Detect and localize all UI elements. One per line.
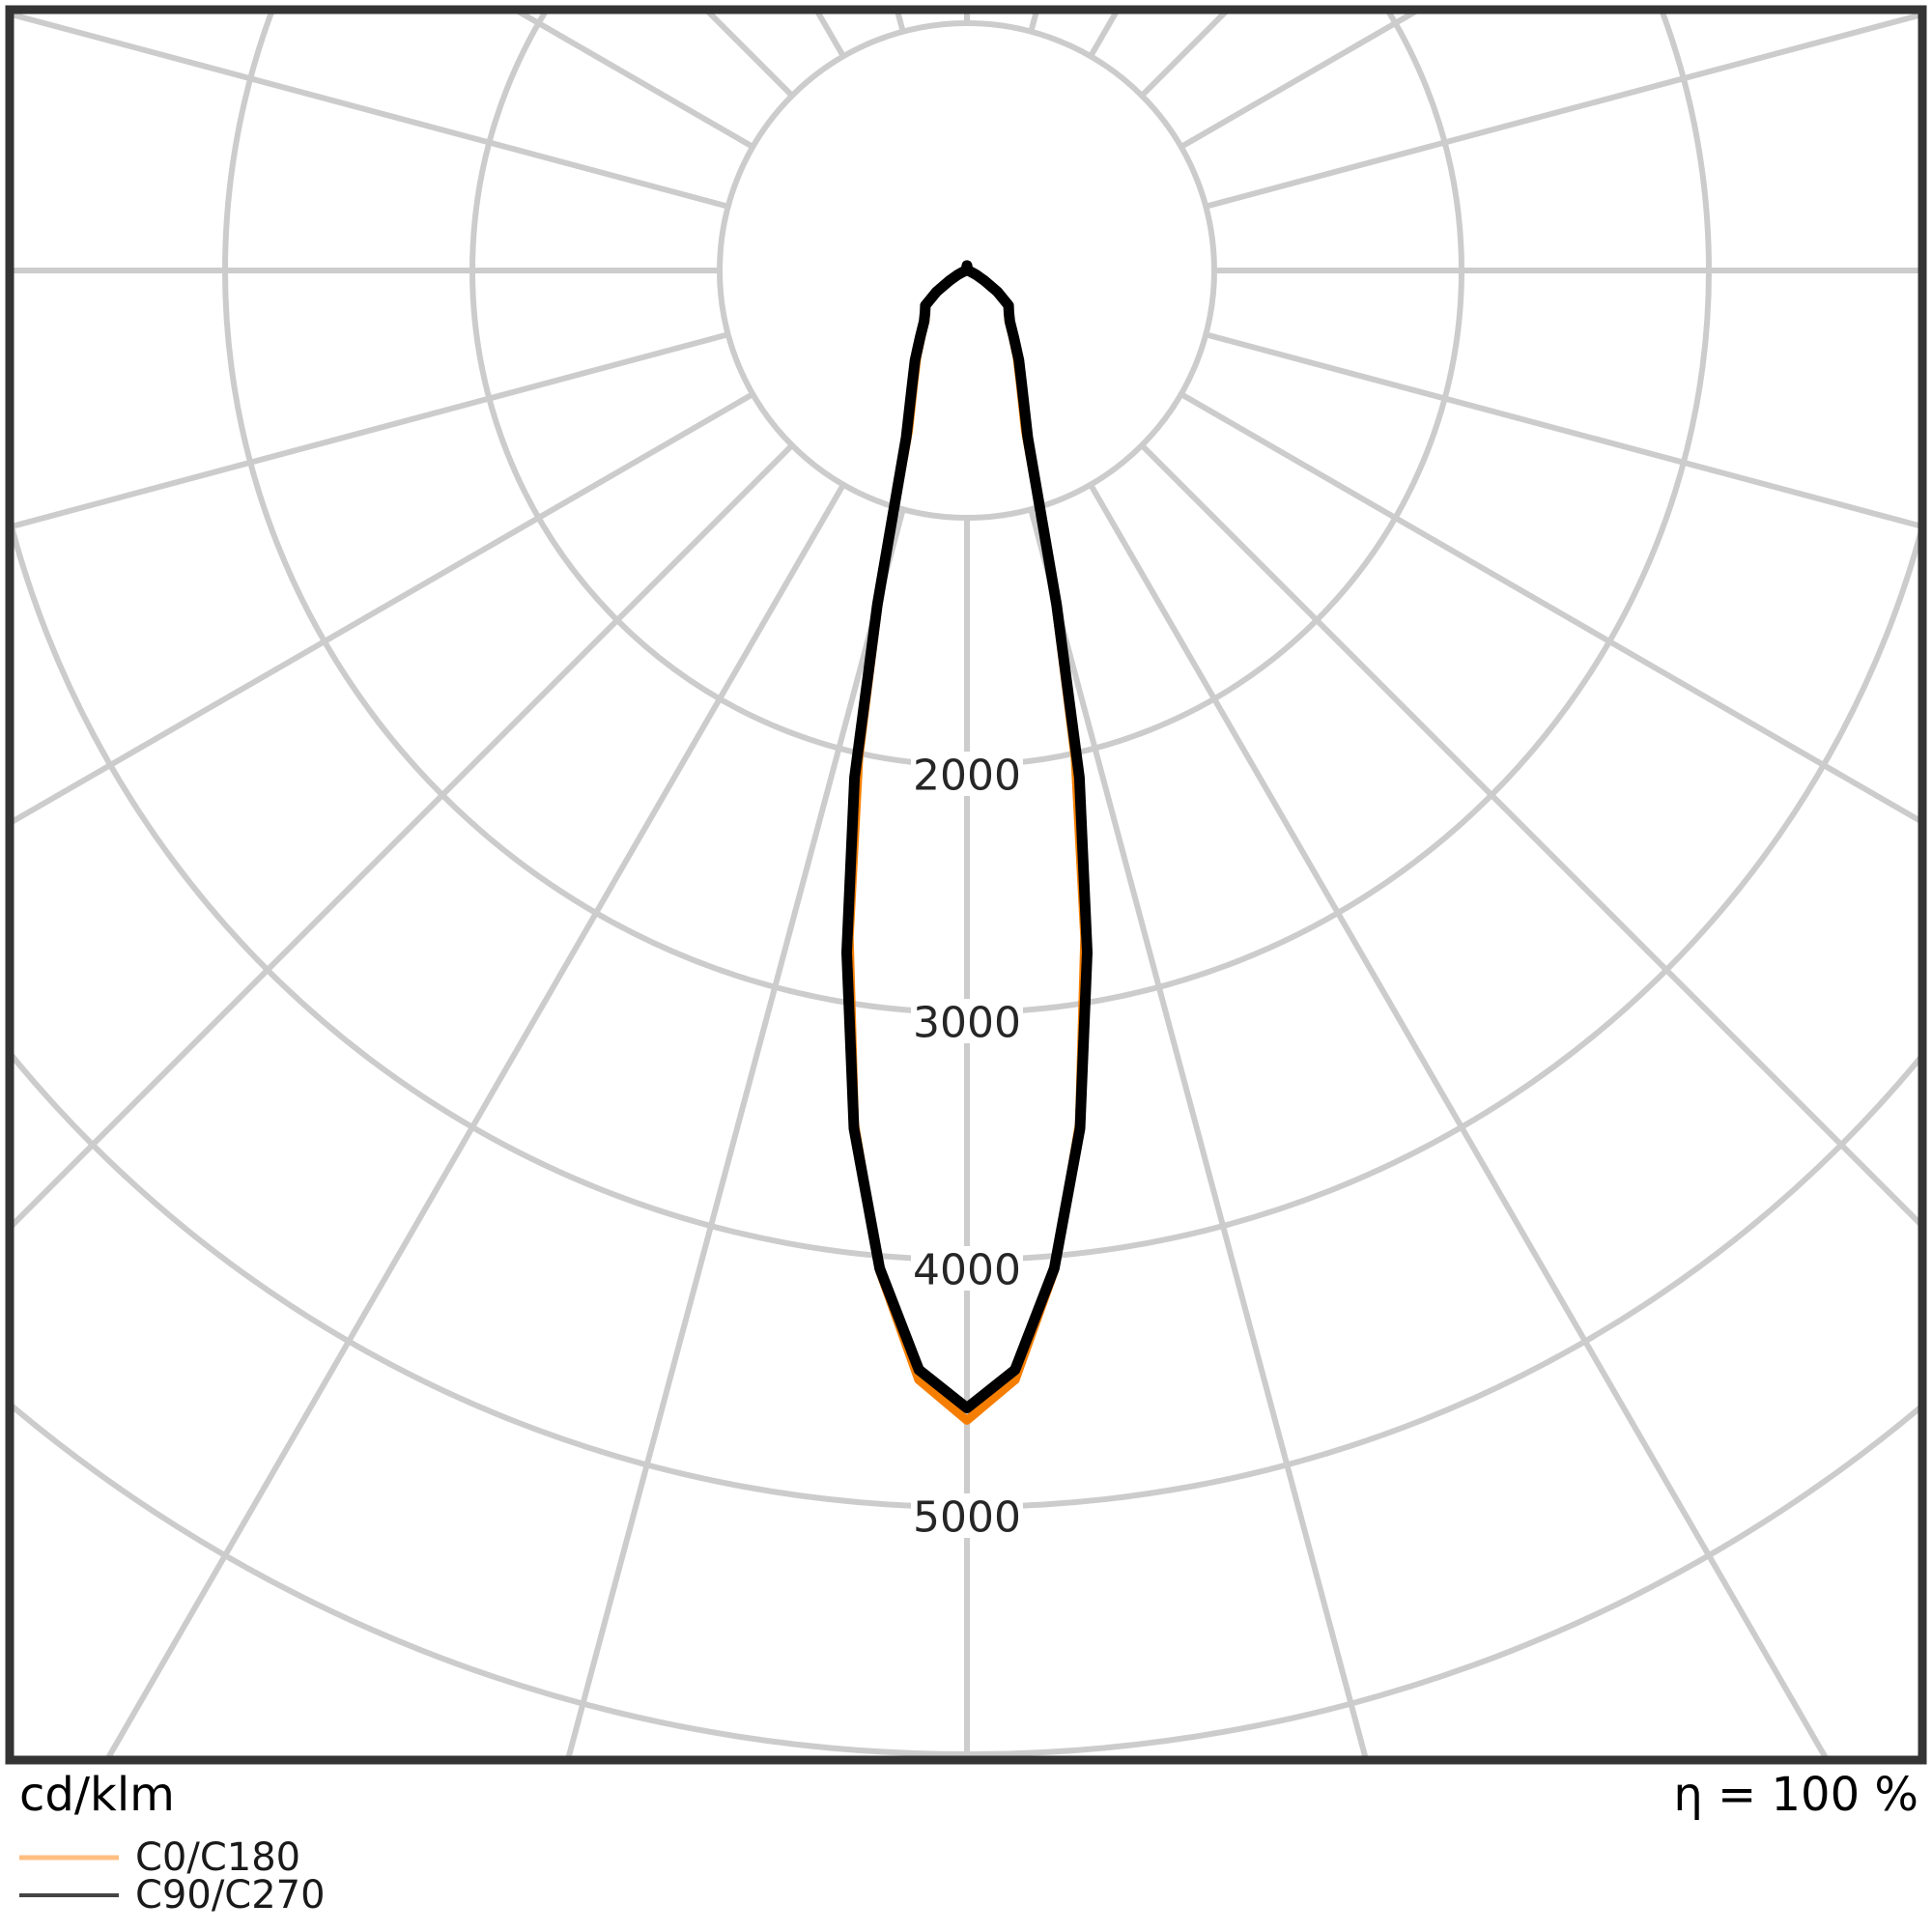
grid-radial-165 [1028,14,1039,33]
grid-radial-105 [1205,14,1918,210]
ring-label-box-4000 [911,1246,1023,1291]
grid-radial-60 [1179,391,1918,824]
grid-radial-135 [1139,14,1229,99]
ring-label-box-5000 [911,1493,1023,1538]
grid-radial-30 [1088,483,1829,1756]
grid-radial-285 [14,331,729,529]
efficiency-label: η = 100 % [1673,1768,1918,1822]
ring-label-2000: 2000 [913,752,1021,801]
legend-label-c0-c180: C0/C180 [135,1835,300,1880]
legend-label-c90-c270: C90/C270 [135,1873,326,1918]
ring-label-5000: 5000 [913,1493,1021,1543]
grid-radial-240 [516,14,754,150]
grid-radial-15 [1028,508,1369,1756]
grid-radial-225 [705,14,795,99]
series-curve-c90-c270 [841,260,1093,1414]
legend: C0/C180 C90/C270 [19,1835,326,1918]
ring-label-box-3000 [911,999,1023,1043]
grid-radial-45 [1139,442,1918,1227]
grid-radial-330 [105,483,846,1756]
grid-radial-75 [1205,331,1918,529]
grid-radial-195 [895,14,906,33]
ring-label-3000: 3000 [913,999,1021,1048]
grid-radial-300 [14,391,754,825]
ring-label-box-2000 [911,752,1023,796]
intensity-curves [841,260,1093,1425]
grid-radial-255 [14,14,729,210]
grid-radial-345 [565,508,906,1756]
grid-radial-315 [14,442,795,1229]
ring-label-4000: 4000 [913,1246,1021,1295]
grid-radial-120 [1179,14,1418,150]
plot-frame [5,5,1927,1765]
ring-labels: 2000 3000 4000 5000 [911,752,1023,1543]
unit-label: cd/klm [19,1768,175,1822]
